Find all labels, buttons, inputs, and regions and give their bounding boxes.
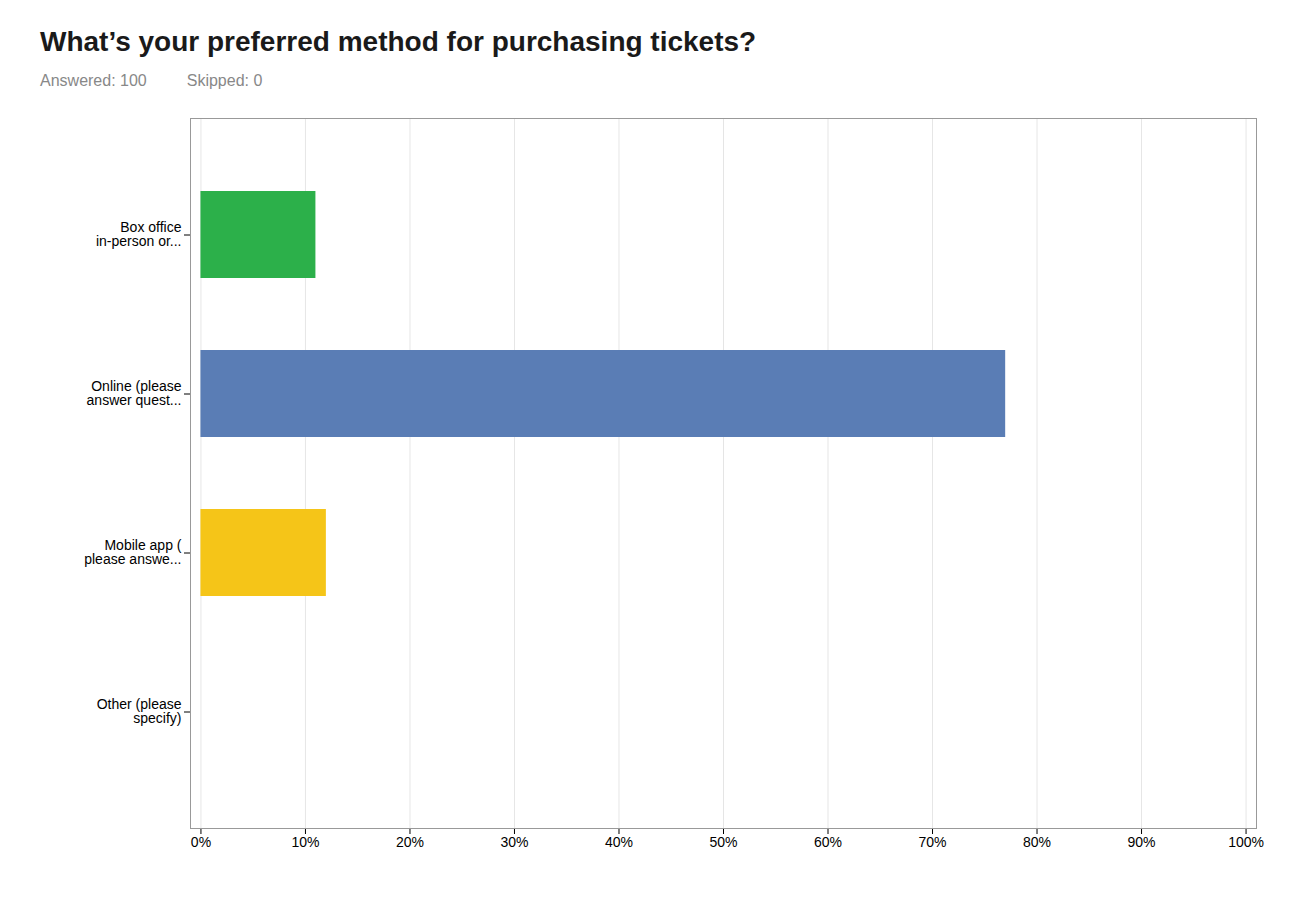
svg-text:80%: 80% (1023, 834, 1051, 850)
svg-text:10%: 10% (291, 834, 319, 850)
svg-text:70%: 70% (919, 834, 947, 850)
svg-text:Other (pleasespecify): Other (pleasespecify) (97, 696, 182, 726)
svg-text:Online (pleaseanswer quest...: Online (pleaseanswer quest... (87, 378, 182, 408)
svg-text:40%: 40% (605, 834, 633, 850)
svg-text:60%: 60% (814, 834, 842, 850)
svg-text:30%: 30% (500, 834, 528, 850)
svg-text:90%: 90% (1128, 834, 1156, 850)
svg-text:100%: 100% (1228, 834, 1264, 850)
svg-text:Box officein-person or...: Box officein-person or... (96, 219, 182, 249)
html-text:What’s your preferred method f: What’s your preferred method for purchas… (40, 26, 757, 57)
html-text:Skipped: 0: Skipped: 0 (186, 72, 263, 89)
svg-text:Mobile app (please answe...: Mobile app (please answe... (84, 537, 182, 567)
html-text:Answered: 100: Answered: 100 (40, 72, 147, 89)
svg-text:50%: 50% (709, 834, 737, 850)
svg-text:20%: 20% (396, 834, 424, 850)
svg-text:0%: 0% (191, 834, 211, 850)
